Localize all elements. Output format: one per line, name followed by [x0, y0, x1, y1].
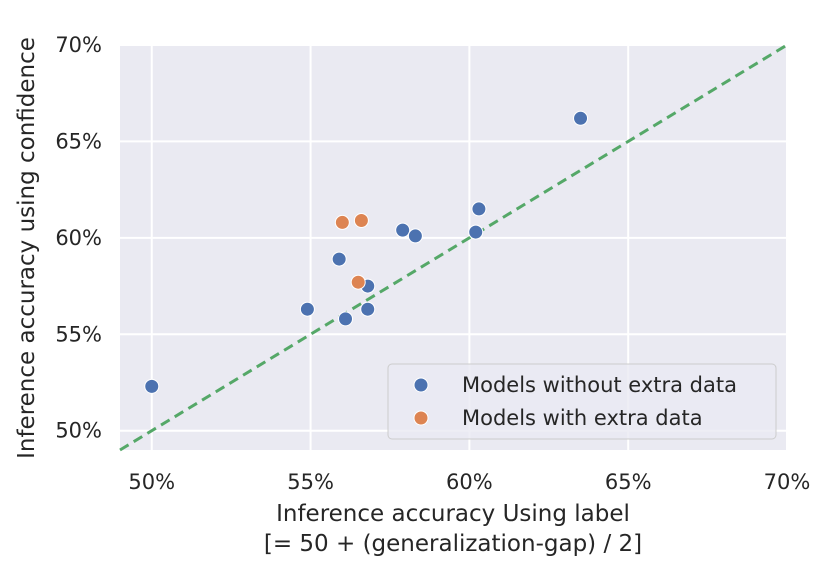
- point-series0-7: [407, 228, 423, 244]
- point-series0-9: [471, 201, 487, 217]
- point-series0-1: [299, 301, 315, 317]
- point-series0-10: [573, 110, 589, 126]
- x-axis-label-line2: [= 50 + (generalization-gap) / 2]: [264, 531, 642, 557]
- y-tick-label: 65%: [55, 129, 102, 153]
- point-series0-2: [331, 251, 347, 267]
- y-tick-label: 60%: [55, 226, 102, 250]
- x-tick-label: 55%: [287, 470, 334, 494]
- y-tick-label: 70%: [55, 33, 102, 57]
- x-tick-label: 70%: [764, 470, 811, 494]
- x-tick-label: 50%: [128, 470, 175, 494]
- x-tick-label: 65%: [605, 470, 652, 494]
- point-series1-2: [350, 274, 366, 290]
- y-axis-label: Inference accuracy using confidence: [14, 37, 40, 459]
- x-tick-label: 60%: [446, 470, 493, 494]
- x-tick-labels: 50% 55% 60% 65% 70%: [128, 470, 810, 494]
- diagonal-reference-line: [119, 43, 788, 452]
- legend-box: [387, 363, 777, 440]
- reference-line-group: [119, 43, 788, 452]
- legend: Models without extra data Models with ex…: [387, 363, 777, 440]
- y-tick-label: 50%: [55, 419, 102, 443]
- point-series0-0: [144, 378, 160, 394]
- data-points: [144, 110, 589, 394]
- point-series0-3: [338, 311, 354, 327]
- x-axis-label-line1: Inference accuracy Using label: [276, 501, 630, 527]
- legend-label-with-extra-data: Models with extra data: [462, 406, 703, 430]
- legend-label-without-extra-data: Models without extra data: [462, 373, 737, 397]
- y-tick-label: 55%: [55, 322, 102, 346]
- y-tick-labels: 50% 55% 60% 65% 70%: [55, 33, 102, 443]
- legend-marker-without-extra-data: [413, 377, 429, 393]
- point-series0-8: [468, 224, 484, 240]
- point-series1-0: [334, 214, 350, 230]
- point-series1-1: [353, 213, 369, 228]
- point-series0-6: [395, 222, 411, 238]
- point-series0-5: [360, 301, 376, 317]
- legend-marker-with-extra-data: [413, 410, 429, 426]
